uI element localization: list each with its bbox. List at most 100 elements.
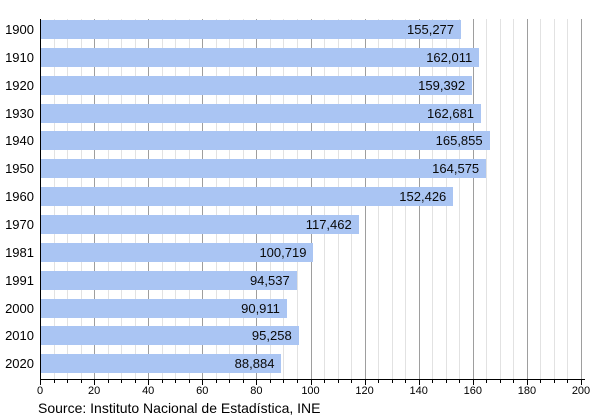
x-minor-tick — [445, 380, 447, 383]
x-major-tick — [526, 380, 528, 385]
bar-1981: 100,719 — [41, 243, 314, 262]
year-label-1900: 1900 — [5, 22, 34, 37]
bar-1960: 152,426 — [41, 187, 454, 206]
x-tick-label-0: 0 — [36, 385, 44, 397]
bar-value-label: 94,537 — [249, 273, 290, 288]
x-minor-tick — [107, 380, 109, 383]
source-note: Source: Instituto Nacional de Estadístic… — [38, 400, 321, 416]
minor-grid-line — [486, 19, 488, 379]
bar-value-label: 164,575 — [432, 161, 480, 176]
y-axis-line — [40, 19, 41, 380]
minor-grid-line — [540, 19, 542, 379]
x-minor-tick — [188, 380, 190, 383]
x-tick-label-40: 40 — [142, 385, 155, 397]
x-major-tick — [148, 380, 150, 385]
bar-1920: 159,392 — [41, 76, 473, 95]
x-major-tick — [310, 380, 312, 385]
x-tick-label-200: 200 — [571, 385, 591, 397]
x-minor-tick — [405, 380, 407, 383]
x-minor-tick — [296, 380, 298, 383]
x-tick-label-140: 140 — [409, 385, 428, 397]
bar-value-label: 88,884 — [234, 356, 275, 371]
year-label-1950: 1950 — [5, 161, 34, 176]
year-label-1910: 1910 — [5, 50, 34, 65]
x-minor-tick — [378, 380, 380, 383]
x-major-tick — [256, 380, 258, 385]
year-label-1970: 1970 — [5, 217, 34, 232]
x-minor-tick — [175, 380, 177, 383]
x-minor-tick — [486, 380, 488, 383]
bar-1991: 94,537 — [41, 271, 297, 290]
minor-grid-line — [553, 19, 555, 379]
x-tick-label-120: 120 — [355, 385, 374, 397]
year-label-1930: 1930 — [5, 106, 34, 121]
bar-value-label: 162,011 — [426, 50, 473, 65]
bar-value-label: 90,911 — [241, 301, 280, 316]
x-major-tick — [40, 380, 41, 385]
x-major-tick — [472, 380, 474, 385]
x-minor-tick — [269, 380, 271, 383]
bar-value-label: 159,392 — [418, 78, 466, 93]
bar-2000: 90,911 — [41, 299, 287, 318]
minor-grid-line — [499, 19, 501, 379]
x-minor-tick — [351, 380, 353, 383]
x-major-tick — [202, 380, 204, 385]
x-minor-tick — [229, 380, 231, 383]
bar-value-label: 162,681 — [427, 106, 475, 121]
x-tick-label-160: 160 — [463, 385, 482, 397]
x-tick-label-100: 100 — [301, 385, 320, 397]
x-minor-tick — [499, 380, 501, 383]
x-minor-tick — [161, 380, 163, 383]
x-minor-tick — [215, 380, 217, 383]
x-major-tick — [364, 380, 366, 385]
major-grid-line — [472, 19, 474, 379]
x-tick-label-20: 20 — [87, 385, 101, 397]
bar-1910: 162,011 — [41, 48, 480, 67]
x-tick-label-80: 80 — [250, 385, 263, 397]
x-minor-tick — [567, 380, 569, 383]
bar-value-label: 152,426 — [399, 189, 447, 204]
bar-value-label: 165,855 — [435, 133, 483, 148]
x-major-tick — [418, 380, 420, 385]
x-minor-tick — [337, 380, 339, 383]
bar-1900: 155,277 — [41, 20, 462, 39]
year-label-2010: 2010 — [5, 328, 34, 343]
x-minor-tick — [513, 380, 515, 383]
x-minor-tick — [134, 380, 136, 383]
bar-value-label: 117,462 — [305, 217, 352, 232]
bar-value-label: 155,277 — [407, 22, 455, 37]
x-major-tick — [94, 380, 96, 385]
bar-1940: 165,855 — [41, 131, 490, 150]
year-label-2000: 2000 — [5, 301, 34, 316]
minor-grid-line — [459, 19, 461, 379]
year-label-1920: 1920 — [5, 78, 34, 93]
x-axis-line — [40, 379, 585, 380]
year-label-1940: 1940 — [5, 133, 34, 148]
minor-grid-line — [567, 19, 569, 379]
year-label-1981: 1981 — [5, 245, 34, 260]
minor-grid-line — [513, 19, 515, 379]
major-grid-line — [581, 19, 582, 379]
bar-value-label: 100,719 — [259, 245, 307, 260]
bar-1950: 164,575 — [41, 159, 487, 178]
x-major-tick — [581, 380, 582, 385]
x-minor-tick — [80, 380, 82, 383]
x-tick-label-180: 180 — [517, 385, 537, 397]
x-minor-tick — [459, 380, 461, 383]
x-minor-tick — [553, 380, 555, 383]
x-minor-tick — [53, 380, 55, 383]
x-tick-label-60: 60 — [196, 385, 209, 397]
x-minor-tick — [324, 380, 326, 383]
x-minor-tick — [391, 380, 393, 383]
year-label-1960: 1960 — [5, 189, 34, 204]
year-label-1991: 1991 — [5, 273, 34, 288]
bar-1970: 117,462 — [41, 215, 359, 234]
x-minor-tick — [242, 380, 244, 383]
bar-value-label: 95,258 — [251, 328, 292, 343]
x-minor-tick — [432, 380, 434, 383]
major-grid-line — [526, 19, 528, 379]
year-label-2020: 2020 — [5, 356, 34, 371]
x-minor-tick — [283, 380, 285, 383]
bar-2020: 88,884 — [41, 354, 282, 373]
